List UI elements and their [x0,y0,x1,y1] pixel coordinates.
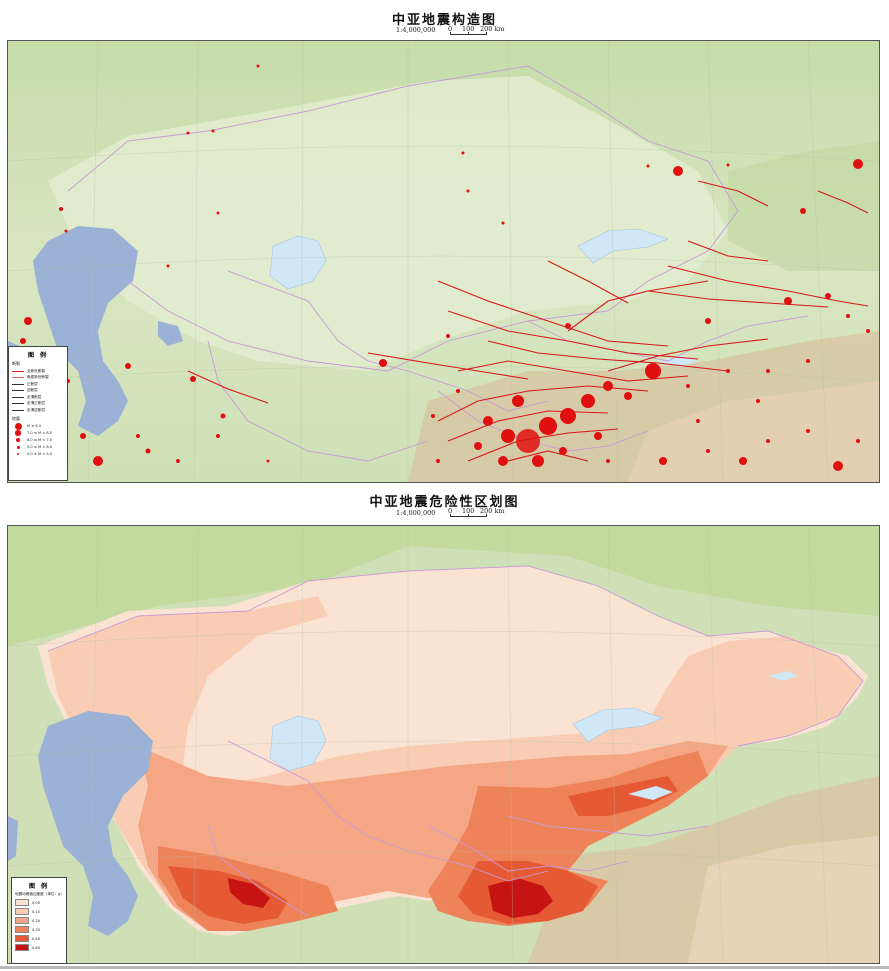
hazard-color-swatch [15,935,29,942]
quake-legend-label: 5.0 ≤ M < 6.0 [27,445,53,449]
fault-legend-item: 正断层 [9,381,67,388]
quake-legend-item: 4.0 ≤ M < 5.0 [9,451,67,458]
hazard-color-swatch [15,899,29,906]
hazard-legend-item: 0.20 [12,916,66,925]
tectonic-map-scale: 1:4,000,000 [396,26,436,34]
hazard-color-swatch [15,917,29,924]
hazard-legend-label: 0.40 [32,936,41,941]
hazard-legend-label: 0.05 [32,900,41,905]
fault-legend-item: 走滑正断层 [9,401,67,408]
quake-legend-label: M ≥ 8.0 [27,424,42,428]
hazard-legend-item: 0.30 [12,925,66,934]
tectonic-map-graphic [8,41,879,482]
hazard-legend-label: 0.10 [32,909,41,914]
tectonic-legend-title: 图 例 [27,352,49,359]
fault-line-symbol [12,370,24,372]
quake-legend-list: M ≥ 8.0 7.0 ≤ M < 8.0 6.0 ≤ M < 7.0 5.0 ≤ M… [9,422,67,458]
scalebar-label-100: 100 [462,25,475,33]
hazard-legend-item: 0.60 [12,943,66,952]
hazard-legend-label: 0.30 [32,927,41,932]
fault-legend-label: 走滑逆断层 [27,407,45,412]
hazard-legend-list: 0.05 0.10 0.20 0.30 0.40 0.60 [12,898,66,952]
hazard-color-swatch [15,908,29,915]
hazard-legend-label: 0.60 [32,945,41,950]
fault-legend-label: 走滑断层 [27,394,42,399]
tectonic-map-frame [7,40,880,483]
quake-legend-item: M ≥ 8.0 [9,422,67,430]
hazard-legend-item: 0.40 [12,934,66,943]
scalebar-label-200: 200 km [480,25,505,33]
page-bottom-bar [0,966,889,969]
hazard-legend-title: 图 例 [28,883,50,890]
scalebar-label-200: 200 km [480,507,505,515]
hazard-map-panel: 中亚地震危险性区划图 1:4,000,000 0 100 200 km [0,485,889,971]
quake-dot-symbol [14,422,22,430]
fault-line-symbol [12,390,24,392]
fault-legend-label: 正断层 [27,381,38,386]
faults-heading: 断裂 [12,361,20,366]
quake-dot-symbol [16,445,20,449]
quake-legend-item: 7.0 ≤ M < 8.0 [9,430,67,437]
hazard-map-graphic [8,526,879,963]
quake-legend-label: 6.0 ≤ M < 7.0 [27,438,53,442]
hazard-map-scale: 1:4,000,000 [396,509,436,517]
fault-legend-label: 走滑正断层 [27,401,45,406]
hazard-legend-item: 0.05 [12,898,66,907]
hazard-legend-subtitle: 地震动峰值加速度（单位：g） [15,892,64,896]
quake-dot-symbol [15,430,21,436]
scalebar-label-100: 100 [462,507,475,515]
quake-legend-item: 5.0 ≤ M < 6.0 [9,444,67,451]
hazard-legend-item: 0.10 [12,907,66,916]
fault-line-symbol [12,409,24,411]
quake-heading: 地震 [12,415,20,421]
quake-legend-label: 7.0 ≤ M < 8.0 [27,431,53,435]
quake-legend-item: 6.0 ≤ M < 7.0 [9,437,67,444]
fault-legend-item: 逆断层 [9,388,67,395]
fault-line-symbol [12,403,24,405]
tectonic-legend: 图 例 断裂 全新世断裂晚更新世断裂 正断层逆断层 走滑断层走滑正断层 走滑逆断层 地… [8,346,68,481]
tectonic-map-title: 中亚地震构造图 [391,13,497,28]
quake-dot-symbol [17,453,19,455]
hazard-color-swatch [15,944,29,951]
fault-legend-item: 全新世断裂 [9,368,67,375]
hazard-map-scalebar: 0 100 200 km [448,507,508,519]
hazard-legend-label: 0.20 [32,918,41,923]
fault-legend-item: 走滑断层 [9,394,67,401]
fault-legend-label: 晚更新世断裂 [27,375,49,380]
tectonic-map-scalebar: 0 100 200 km [448,25,508,37]
fault-legend-item: 晚更新世断裂 [9,375,67,382]
quake-legend-label: 4.0 ≤ M < 5.0 [27,452,53,456]
hazard-map-frame [7,525,880,964]
fault-line-symbol [12,383,24,385]
fault-line-symbol [12,396,24,398]
hazard-legend: 图 例 地震动峰值加速度（单位：g） 0.05 0.10 0.20 0.30 0.40 0… [11,877,67,964]
fault-legend-label: 逆断层 [27,388,38,393]
tectonic-map-panel: 中亚地震构造图 1:4,000,000 0 100 200 km [0,0,889,485]
fault-legend-item: 走滑逆断层 [9,407,67,414]
fault-legend-list: 全新世断裂晚更新世断裂 正断层逆断层 走滑断层走滑正断层 走滑逆断层 [9,368,67,414]
fault-legend-label: 全新世断裂 [27,368,45,373]
fault-line-symbol [12,377,24,379]
scalebar-label-0: 0 [448,507,453,515]
hazard-color-swatch [15,926,29,933]
scalebar-label-0: 0 [448,25,453,33]
hazard-map-title: 中亚地震危险性区划图 [369,495,520,510]
quake-dot-symbol [16,438,20,442]
